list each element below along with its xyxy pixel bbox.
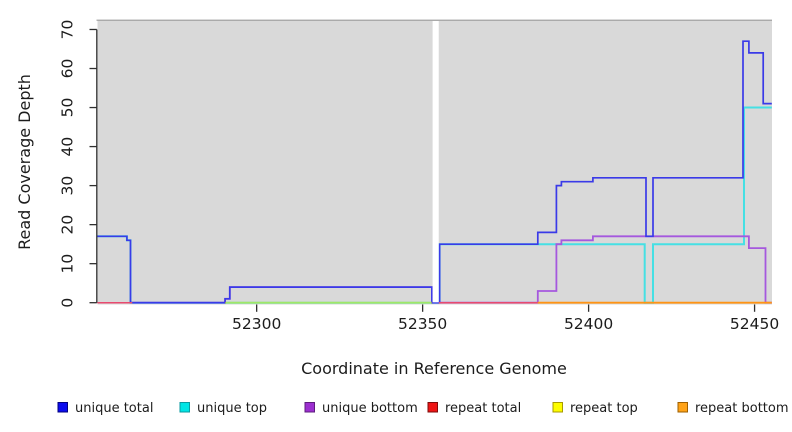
legend: unique total unique top unique bottom repea… bbox=[57, 401, 789, 416]
legend-label-unique-total: unique total bbox=[75, 401, 153, 416]
legend-chip-repeat-total bbox=[427, 402, 438, 413]
legend-item-repeat-top: repeat top bbox=[552, 401, 638, 416]
x-tick-label: 52350 bbox=[398, 315, 447, 333]
y-axis-title: Read Coverage Depth bbox=[15, 74, 34, 250]
gap-band bbox=[432, 21, 439, 303]
legend-item-unique-total: unique total bbox=[57, 401, 153, 416]
legend-label-unique-bottom: unique bottom bbox=[322, 401, 418, 416]
y-tick-label: 0 bbox=[59, 298, 77, 308]
legend-chip-unique-bottom bbox=[304, 402, 315, 413]
legend-label-repeat-top: repeat top bbox=[570, 401, 638, 416]
y-tick-label: 30 bbox=[59, 176, 77, 196]
series-lines bbox=[97, 40, 772, 304]
y-tick-label: 40 bbox=[59, 137, 77, 157]
legend-chip-unique-total bbox=[57, 402, 68, 413]
x-tick-label: 52300 bbox=[232, 315, 281, 333]
legend-label-repeat-total: repeat total bbox=[445, 401, 521, 416]
x-tick-label: 52450 bbox=[730, 315, 779, 333]
legend-label-unique-top: unique top bbox=[197, 401, 267, 416]
x-axis: 52300 52350 52400 52450 bbox=[232, 304, 779, 333]
legend-item-unique-top: unique top bbox=[179, 401, 267, 416]
y-tick-label: 20 bbox=[59, 215, 77, 235]
legend-item-repeat-bottom: repeat bottom bbox=[677, 401, 789, 416]
legend-chip-unique-top bbox=[179, 402, 190, 413]
y-tick-label: 10 bbox=[59, 254, 77, 274]
y-tick-label: 70 bbox=[59, 20, 77, 40]
legend-item-unique-bottom: unique bottom bbox=[304, 401, 418, 416]
y-axis: 0 10 20 30 40 50 60 70 bbox=[59, 20, 98, 308]
y-tick-label: 50 bbox=[59, 98, 77, 118]
x-axis-title: Coordinate in Reference Genome bbox=[301, 359, 567, 378]
x-tick-label: 52400 bbox=[564, 315, 613, 333]
legend-chip-repeat-top bbox=[552, 402, 563, 413]
legend-chip-repeat-bottom bbox=[677, 402, 688, 413]
legend-item-repeat-total: repeat total bbox=[427, 401, 521, 416]
y-tick-label: 60 bbox=[59, 59, 77, 79]
legend-label-repeat-bottom: repeat bottom bbox=[695, 401, 789, 416]
